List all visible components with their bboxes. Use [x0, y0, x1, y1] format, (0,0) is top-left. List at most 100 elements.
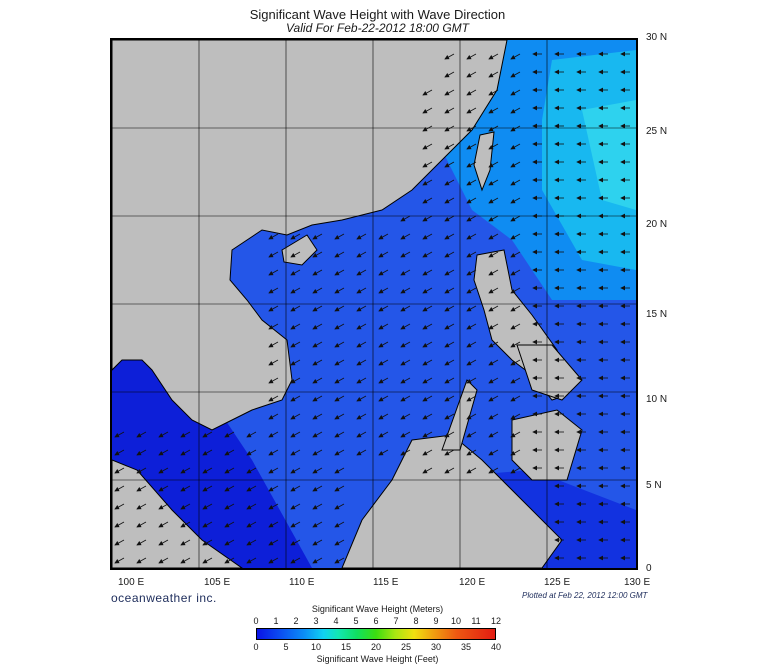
wave-arrow	[378, 377, 389, 384]
wave-arrow	[422, 161, 433, 168]
wave-arrow	[312, 287, 323, 294]
wave-arrow	[422, 377, 433, 384]
wave-arrow	[378, 431, 389, 438]
wave-arrow	[290, 287, 301, 294]
wave-arrow	[246, 503, 257, 510]
feet-tick-label: 35	[460, 642, 471, 652]
wave-arrow	[202, 449, 213, 456]
meter-tick-label: 11	[471, 616, 481, 626]
wave-arrow	[114, 431, 125, 438]
lat-label-30n: 30 N	[646, 32, 668, 43]
wave-arrow	[246, 521, 257, 528]
wave-arrow	[422, 359, 433, 366]
wave-arrow	[312, 521, 323, 528]
wave-arrow	[466, 323, 477, 330]
wave-arrow	[488, 143, 499, 150]
wave-arrow	[488, 359, 499, 366]
wave-arrow	[466, 449, 477, 456]
wave-arrow	[268, 233, 279, 240]
wave-arrow	[356, 359, 367, 366]
wave-arrow	[290, 395, 301, 402]
wave-arrow	[510, 449, 521, 456]
wave-arrow	[290, 341, 301, 348]
lon-label-110e: 110 E	[289, 577, 315, 588]
wave-arrow	[444, 143, 455, 150]
wave-arrow	[466, 359, 477, 366]
wave-arrow	[312, 557, 323, 564]
wave-arrow	[290, 539, 301, 546]
wave-arrow	[312, 377, 323, 384]
wave-arrow	[422, 467, 433, 474]
wave-arrow	[378, 413, 389, 420]
meter-tick-label: 7	[393, 616, 399, 626]
wave-arrow	[136, 503, 147, 510]
wave-arrow	[444, 287, 455, 294]
wave-arrow	[136, 539, 147, 546]
wave-arrow	[466, 377, 477, 384]
wave-arrow	[466, 233, 477, 240]
wave-arrow	[444, 125, 455, 132]
wave-arrow	[510, 269, 521, 276]
wave-arrow	[180, 503, 191, 510]
wave-arrow	[268, 557, 279, 564]
wave-arrow	[466, 431, 477, 438]
wave-arrow	[356, 251, 367, 258]
wave-arrow	[488, 125, 499, 132]
wave-arrow	[444, 197, 455, 204]
wave-arrow	[334, 251, 345, 258]
legend-title-feet: Significant Wave Height (Feet)	[316, 654, 439, 664]
wave-arrow	[268, 377, 279, 384]
wave-arrow	[444, 431, 455, 438]
wave-arrow	[422, 251, 433, 258]
wave-arrow	[312, 341, 323, 348]
wave-arrow	[400, 305, 411, 312]
wave-arrow	[466, 125, 477, 132]
meter-tick-label: 3	[313, 616, 319, 626]
wave-arrow	[290, 467, 301, 474]
wave-arrow	[510, 125, 521, 132]
wave-arrow	[488, 467, 499, 474]
wave-arrow	[312, 431, 323, 438]
wave-arrow	[290, 413, 301, 420]
wave-arrow	[268, 395, 279, 402]
wave-arrow	[488, 431, 499, 438]
wave-arrow	[334, 395, 345, 402]
wave-arrow	[356, 305, 367, 312]
feet-tick-label: 5	[283, 642, 289, 652]
wave-arrow	[422, 125, 433, 132]
wave-direction-arrows	[114, 51, 630, 564]
meter-tick-label: 0	[253, 616, 259, 626]
lon-label-105e: 105 E	[204, 577, 231, 588]
lon-label-100e: 100 E	[118, 577, 145, 588]
wave-arrow	[268, 269, 279, 276]
wave-arrow	[488, 305, 499, 312]
wave-arrow	[202, 503, 213, 510]
wave-arrow	[268, 287, 279, 294]
meter-tick-label: 2	[293, 616, 299, 626]
wave-arrow	[268, 467, 279, 474]
wave-arrow	[400, 323, 411, 330]
wave-arrow	[246, 485, 257, 492]
wave-arrow	[488, 323, 499, 330]
lat-label-25n: 25 N	[646, 126, 668, 137]
wave-arrow	[466, 341, 477, 348]
wave-arrow	[356, 377, 367, 384]
wave-arrow	[510, 395, 521, 402]
wave-arrow	[224, 431, 235, 438]
wave-arrow	[378, 323, 389, 330]
wave-arrow	[334, 467, 345, 474]
lat-label-0: 0	[646, 563, 652, 574]
wave-arrow	[466, 287, 477, 294]
wave-arrow	[136, 449, 147, 456]
wave-arrow	[422, 107, 433, 114]
wave-height-map	[110, 38, 638, 570]
wave-arrow	[466, 395, 477, 402]
meter-tick-label: 4	[333, 616, 339, 626]
wave-arrow	[466, 269, 477, 276]
wave-arrow	[312, 233, 323, 240]
wave-arrow	[268, 413, 279, 420]
wave-arrow	[444, 467, 455, 474]
wave-arrow	[312, 539, 323, 546]
meter-tick-label: 9	[433, 616, 439, 626]
wave-arrow	[180, 449, 191, 456]
